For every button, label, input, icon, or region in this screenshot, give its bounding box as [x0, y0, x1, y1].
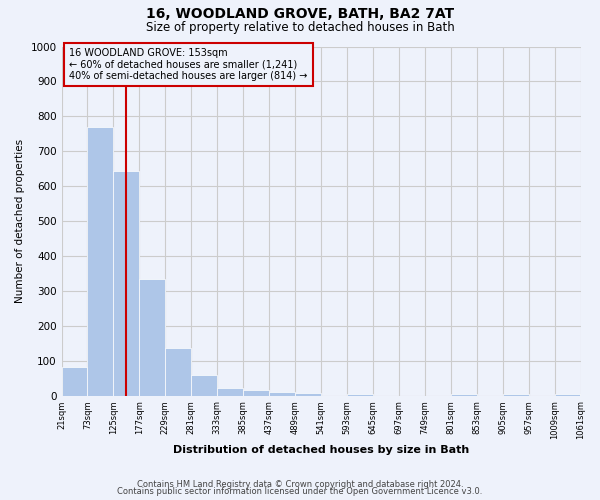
- Bar: [269, 392, 295, 396]
- Text: Contains HM Land Registry data © Crown copyright and database right 2024.: Contains HM Land Registry data © Crown c…: [137, 480, 463, 489]
- Bar: [191, 374, 217, 396]
- Bar: [503, 394, 529, 396]
- Bar: [88, 127, 113, 396]
- Bar: [295, 394, 321, 396]
- Bar: [166, 348, 191, 396]
- Bar: [554, 394, 580, 396]
- Bar: [347, 394, 373, 396]
- Bar: [243, 390, 269, 396]
- Text: 16, WOODLAND GROVE, BATH, BA2 7AT: 16, WOODLAND GROVE, BATH, BA2 7AT: [146, 8, 454, 22]
- Text: Size of property relative to detached houses in Bath: Size of property relative to detached ho…: [146, 21, 454, 34]
- Bar: [451, 394, 477, 396]
- Y-axis label: Number of detached properties: Number of detached properties: [15, 139, 25, 303]
- Bar: [139, 279, 166, 396]
- X-axis label: Distribution of detached houses by size in Bath: Distribution of detached houses by size …: [173, 445, 469, 455]
- Text: 16 WOODLAND GROVE: 153sqm
← 60% of detached houses are smaller (1,241)
40% of se: 16 WOODLAND GROVE: 153sqm ← 60% of detac…: [70, 48, 308, 82]
- Text: Contains public sector information licensed under the Open Government Licence v3: Contains public sector information licen…: [118, 487, 482, 496]
- Bar: [217, 388, 243, 396]
- Bar: [62, 366, 88, 396]
- Bar: [113, 171, 139, 396]
